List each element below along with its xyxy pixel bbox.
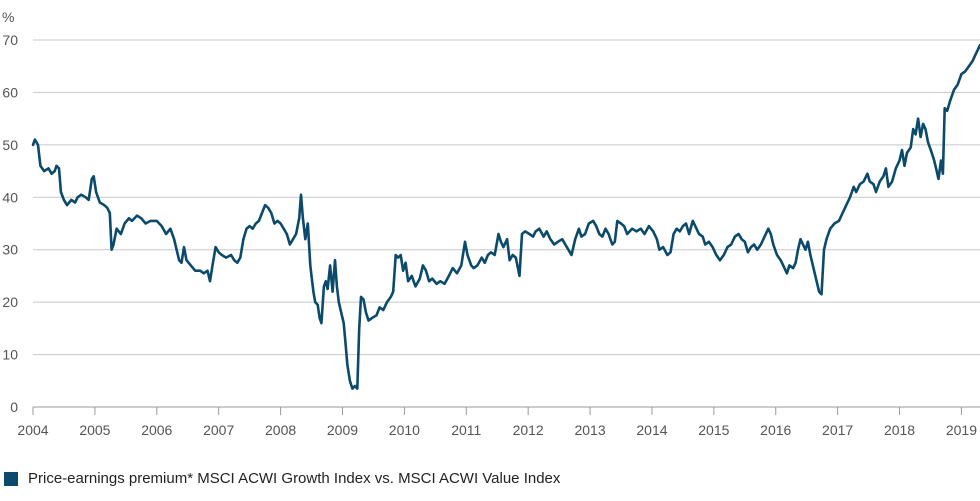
series-line bbox=[31, 43, 980, 390]
y-tick-label: 20 bbox=[2, 294, 18, 310]
x-tick-label: 2005 bbox=[79, 422, 110, 438]
legend: Price-earnings premium* MSCI ACWI Growth… bbox=[4, 470, 560, 487]
y-tick-label: 40 bbox=[2, 189, 18, 205]
x-tick-label: 2008 bbox=[265, 422, 296, 438]
x-axis-ticks: 2004 2005 2006 2007 2008 2009 2010 2011 2012 2013… bbox=[17, 407, 977, 438]
x-tick-label: 2007 bbox=[203, 422, 234, 438]
legend-swatch bbox=[4, 471, 18, 486]
series-layer bbox=[31, 43, 980, 390]
x-tick-label: 2004 bbox=[17, 422, 48, 438]
x-tick-label: 2006 bbox=[141, 422, 172, 438]
y-axis-unit-label: % bbox=[2, 9, 14, 25]
x-tick-label: 2009 bbox=[327, 422, 358, 438]
gridlines bbox=[33, 39, 980, 408]
legend-label: Price-earnings premium* MSCI ACWI Growth… bbox=[28, 470, 561, 487]
x-tick-label: 2014 bbox=[636, 422, 667, 438]
y-tick-label: 0 bbox=[10, 399, 18, 415]
x-tick-label: 2017 bbox=[822, 422, 853, 438]
x-tick-label: 2015 bbox=[698, 422, 729, 438]
y-tick-label: 30 bbox=[2, 242, 18, 258]
x-tick-label: 2016 bbox=[760, 422, 791, 438]
x-tick-label: 2019 bbox=[946, 422, 977, 438]
y-tick-label: 10 bbox=[2, 347, 18, 363]
y-tick-label: 70 bbox=[2, 32, 18, 48]
y-tick-label: 50 bbox=[2, 137, 18, 153]
y-tick-label: 60 bbox=[2, 84, 18, 100]
x-tick-label: 2010 bbox=[389, 422, 420, 438]
y-axis-ticks: 0 10 20 30 40 50 60 70 bbox=[2, 32, 18, 415]
x-tick-label: 2013 bbox=[574, 422, 605, 438]
x-tick-label: 2018 bbox=[884, 422, 915, 438]
x-tick-label: 2011 bbox=[451, 422, 481, 438]
x-tick-label: 2012 bbox=[513, 422, 544, 438]
